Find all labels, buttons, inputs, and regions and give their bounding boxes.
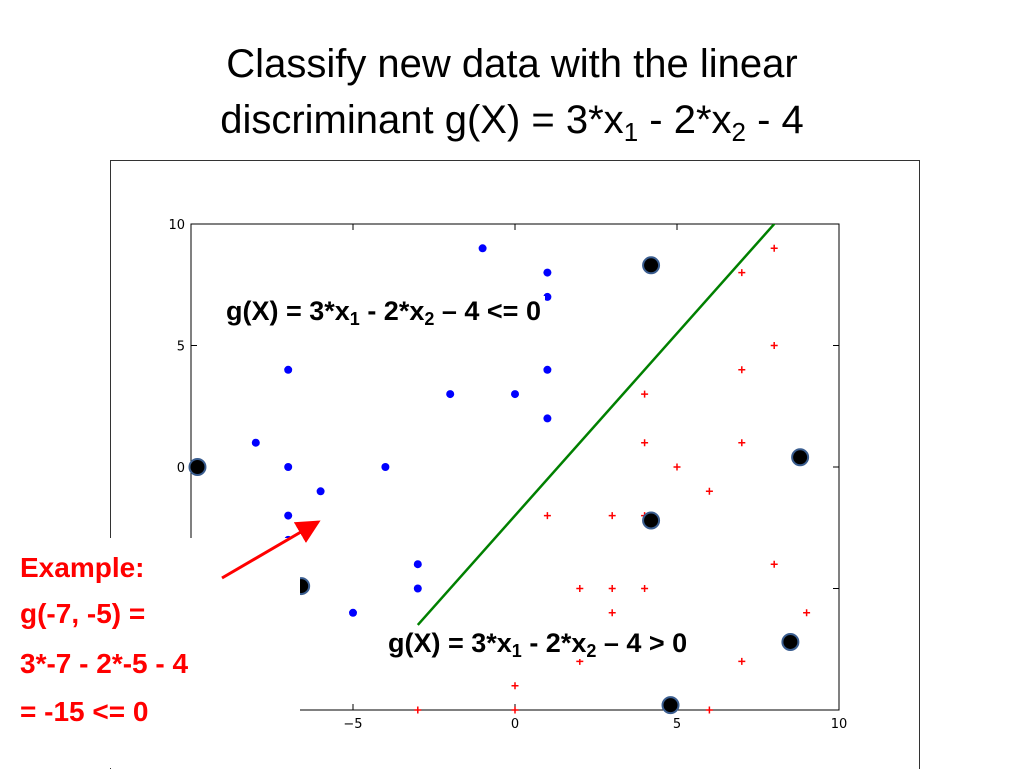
x-tick-label: 10 — [831, 717, 848, 732]
y-tick-label: 10 — [168, 218, 185, 233]
callout-bottom-mid: - 2*x — [521, 628, 587, 658]
red-class-point — [738, 366, 746, 374]
red-class-point — [576, 657, 584, 665]
red-class-point — [738, 657, 746, 665]
y-tick-label: 0 — [177, 461, 185, 476]
title-subscript-1: 1 — [623, 117, 639, 147]
blue-class-point — [446, 390, 455, 399]
callout-positive-region: g(X) = 3*x1 - 2*x2 – 4 > 0 — [384, 628, 692, 661]
slide-title-line2: discriminant g(X) = 3*x1 - 2*x2 - 4 — [0, 92, 1024, 148]
red-class-point — [770, 244, 778, 252]
blue-class-point — [316, 487, 325, 496]
red-class-point — [414, 706, 422, 714]
example-box: Example: g(-7, -5) = 3*-7 - 2*-5 - 4 = -… — [0, 538, 300, 768]
title-equation-prefix: discriminant g(X) = 3*x — [220, 98, 624, 142]
blue-class-point — [349, 608, 357, 617]
blue-class-point — [511, 390, 519, 399]
red-class-point — [770, 342, 778, 349]
blue-class-point — [543, 365, 552, 374]
callout-top-prefix: g(X) = 3*x — [226, 296, 350, 326]
slide-title-line1: Classify new data with the linear — [226, 42, 798, 86]
blue-class-point — [543, 292, 552, 301]
callout-negative-region: g(X) = 3*x1 - 2*x2 – 4 <= 0 — [222, 296, 545, 329]
red-class-point — [705, 487, 713, 495]
x-tick-label: 5 — [673, 717, 681, 732]
slide-title: Classify new data with the linear discri… — [0, 36, 1024, 148]
callout-bottom-prefix: g(X) = 3*x — [388, 628, 512, 658]
title-equation-mid: - 2*x — [638, 98, 732, 142]
red-class-point — [673, 463, 681, 471]
red-class-point — [608, 609, 616, 617]
callout-bottom-sub2: 2 — [586, 641, 597, 661]
blue-class-point — [284, 463, 293, 471]
callout-top-sub2: 2 — [424, 309, 435, 329]
red-class-point — [641, 439, 649, 447]
blue-class-point — [284, 511, 293, 520]
blue-class-point — [543, 414, 552, 423]
red-class-point — [576, 585, 584, 592]
blue-class-point — [381, 463, 390, 471]
blue-class-point — [284, 365, 293, 374]
decision-boundary-line — [416, 224, 776, 626]
blue-class-point — [478, 244, 487, 253]
x-tick-label: −5 — [343, 717, 362, 732]
red-class-point — [641, 390, 649, 398]
callout-bottom-sub1: 1 — [511, 641, 522, 661]
new-data-point — [781, 632, 800, 651]
red-class-point — [803, 609, 811, 617]
new-data-point — [642, 256, 661, 275]
new-data-point — [188, 458, 207, 476]
example-result: = -15 <= 0 — [20, 696, 149, 727]
blue-class-point — [251, 438, 260, 447]
example-substitution: 3*-7 - 2*-5 - 4 — [20, 648, 189, 679]
new-data-point — [791, 448, 810, 467]
blue-class-point — [413, 584, 422, 593]
red-class-point — [608, 512, 616, 520]
title-equation-suffix: - 4 — [745, 98, 804, 142]
red-class-point — [608, 585, 616, 592]
callout-bottom-suffix: – 4 > 0 — [596, 628, 688, 658]
red-class-point — [511, 682, 519, 690]
red-class-point — [770, 560, 778, 568]
new-data-point — [661, 696, 680, 715]
red-class-point — [705, 706, 713, 714]
blue-class-point — [543, 268, 552, 277]
example-expression: g(-7, -5) = — [20, 598, 146, 629]
red-class-point — [543, 512, 551, 520]
red-class-point — [738, 439, 746, 447]
red-class-point — [511, 706, 519, 714]
new-data-point — [642, 511, 661, 530]
blue-class-point — [413, 560, 422, 569]
callout-top-suffix: – 4 <= 0 — [434, 296, 541, 326]
title-subscript-2: 2 — [731, 117, 746, 147]
example-heading: Example: — [20, 552, 145, 583]
y-tick-label: 5 — [177, 340, 185, 355]
red-class-point — [641, 585, 649, 592]
callout-top-sub1: 1 — [349, 309, 360, 329]
callout-top-mid: - 2*x — [359, 296, 425, 326]
red-class-point — [738, 269, 746, 277]
x-tick-label: 0 — [511, 717, 519, 732]
